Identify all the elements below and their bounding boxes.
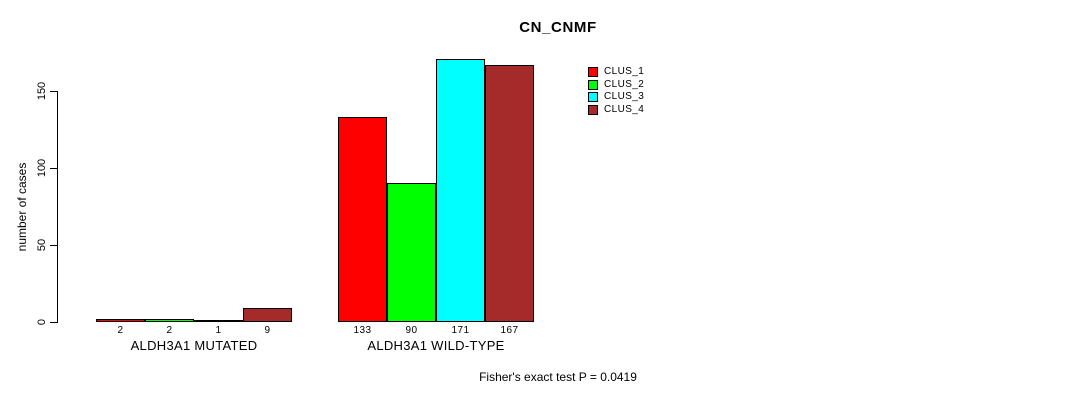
legend-swatch-icon xyxy=(588,92,598,102)
y-axis-line xyxy=(57,91,58,323)
y-tick-mark xyxy=(50,245,57,246)
bar-value-label: 1 xyxy=(215,325,222,336)
bar-value-label: 133 xyxy=(353,325,372,336)
legend-label: CLUS_3 xyxy=(604,91,645,102)
bar-value-label: 2 xyxy=(166,325,173,336)
bar-clus_1-wild-type xyxy=(338,117,387,322)
legend-item-clus_4: CLUS_4 xyxy=(588,104,668,117)
legend-swatch-icon xyxy=(588,67,598,77)
legend-item-clus_2: CLUS_2 xyxy=(588,79,668,92)
y-axis-title: number of cases xyxy=(15,162,29,252)
bar-value-label: 171 xyxy=(451,325,470,336)
bar-clus_4-mutated xyxy=(243,308,292,322)
category-label: ALDH3A1 WILD-TYPE xyxy=(367,338,505,353)
bar-clus_4-wild-type xyxy=(485,65,534,322)
stat-annotation: Fisher's exact test P = 0.0419 xyxy=(479,370,637,384)
y-tick-mark xyxy=(50,322,57,323)
y-tick-label: 150 xyxy=(36,81,48,101)
bar-clus_3-mutated xyxy=(194,320,243,322)
legend-label: CLUS_4 xyxy=(604,104,645,115)
y-tick-label: 0 xyxy=(36,318,48,326)
legend-swatch-icon xyxy=(588,105,598,115)
bar-value-label: 167 xyxy=(500,325,519,336)
chart-title: CN_CNMF xyxy=(519,19,597,36)
legend-label: CLUS_1 xyxy=(604,66,645,77)
y-tick-mark xyxy=(50,168,57,169)
bar-value-label: 90 xyxy=(405,325,418,336)
bar-clus_2-mutated xyxy=(145,319,194,322)
y-tick-mark xyxy=(50,91,57,92)
bar-clus_1-mutated xyxy=(96,319,145,322)
legend-item-clus_3: CLUS_3 xyxy=(588,91,668,104)
legend-label: CLUS_2 xyxy=(604,79,645,90)
category-label: ALDH3A1 MUTATED xyxy=(130,338,258,353)
bar-clus_3-wild-type xyxy=(436,59,485,322)
legend-item-clus_1: CLUS_1 xyxy=(588,66,668,79)
bar-value-label: 9 xyxy=(264,325,271,336)
y-tick-label: 100 xyxy=(36,158,48,178)
bar-clus_2-wild-type xyxy=(387,183,436,322)
bar-value-label: 2 xyxy=(117,325,124,336)
legend-swatch-icon xyxy=(588,80,598,90)
y-tick-label: 50 xyxy=(36,238,48,252)
